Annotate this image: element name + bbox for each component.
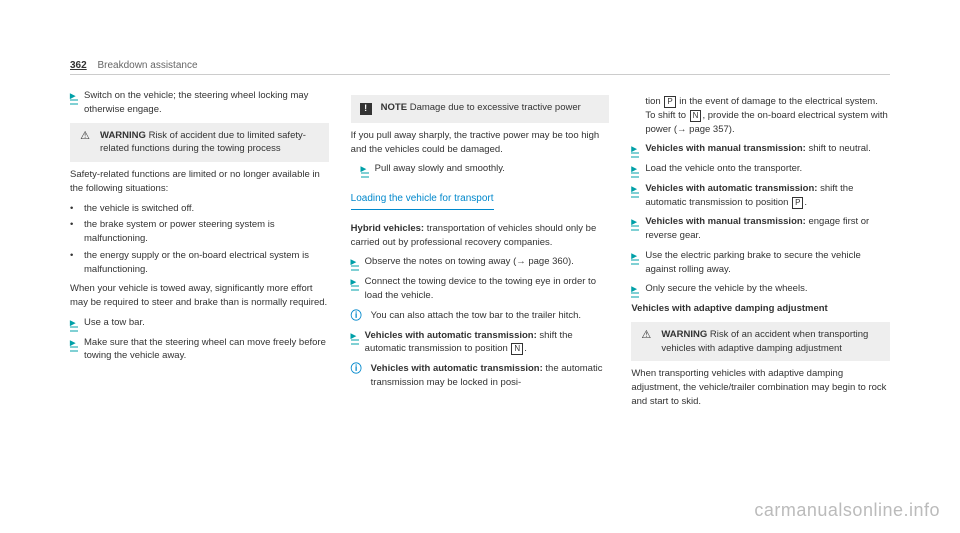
action-text: Switch on the vehicle; the steering whee… xyxy=(84,89,329,117)
action-arrow-icon xyxy=(631,282,645,296)
info-text: You can also attach the tow bar to the t… xyxy=(371,309,581,325)
action-item: Use a tow bar. xyxy=(70,316,329,330)
action-text: Use a tow bar. xyxy=(84,316,329,330)
bold-text: Vehicles with manual transmission: xyxy=(645,143,806,154)
action-text: Vehicles with manual transmission: shift… xyxy=(645,142,890,156)
action-item: Make sure that the steering wheel can mo… xyxy=(70,336,329,364)
note-callout: ! NOTE Damage due to excessive tractive … xyxy=(351,95,610,123)
gear-p-icon: P xyxy=(664,96,675,108)
warning-icon xyxy=(639,328,653,356)
subheading: Vehicles with adaptive damping adjustmen… xyxy=(631,302,890,316)
action-item: Observe the notes on towing away (→ page… xyxy=(351,255,610,269)
action-item: Pull away slowly and smoothly. xyxy=(361,162,610,176)
info-icon: ⓘ xyxy=(351,309,365,325)
action-arrow-icon xyxy=(70,336,84,364)
action-text: Make sure that the steering wheel can mo… xyxy=(84,336,329,364)
paragraph: When transporting vehicles with adaptive… xyxy=(631,367,890,408)
action-text: Use the electric parking brake to secure… xyxy=(645,249,890,277)
page-header: 362 Breakdown assistance xyxy=(70,60,890,75)
action-item: Vehicles with automatic transmission: sh… xyxy=(351,329,610,357)
bold-text: Vehicles with automatic transmission: xyxy=(365,330,537,341)
warning-title: WARNING xyxy=(661,329,707,340)
page-number: 362 xyxy=(70,60,87,71)
action-item: Connect the towing device to the towing … xyxy=(351,275,610,303)
page: 362 Breakdown assistance Switch on the v… xyxy=(0,0,960,533)
text: shift to neutral. xyxy=(806,143,871,154)
warning-callout: WARNING Risk of an accident when trans­p… xyxy=(631,322,890,362)
note-icon: ! xyxy=(359,101,373,117)
action-item: Load the vehicle onto the transporter. xyxy=(631,162,890,176)
paragraph: If you pull away sharply, the tractive p… xyxy=(351,129,610,157)
action-arrow-icon xyxy=(631,182,645,210)
action-text: Observe the notes on towing away (→ page… xyxy=(365,255,610,269)
warning-callout: WARNING Risk of accident due to limited … xyxy=(70,123,329,163)
action-item: Only secure the vehicle by the wheels. xyxy=(631,282,890,296)
paragraph: Hybrid vehicles: transportation of vehic… xyxy=(351,222,610,250)
section-heading: Loading the vehicle for transport xyxy=(351,192,494,210)
paragraph: Safety-related functions are limited or … xyxy=(70,168,329,196)
action-item: Vehicles with manual transmission: engag… xyxy=(631,215,890,243)
list-item: •the brake system or power steering syst… xyxy=(70,218,329,246)
action-item: Vehicles with manual transmission: shift… xyxy=(631,142,890,156)
info-item: ⓘ You can also attach the tow bar to the… xyxy=(351,309,610,325)
warning-body: WARNING Risk of an accident when trans­p… xyxy=(661,328,882,356)
note-title: NOTE xyxy=(381,102,407,113)
gear-n-icon: N xyxy=(690,110,702,122)
action-text: Load the vehicle onto the transporter. xyxy=(645,162,890,176)
bold-text: Vehicles with automatic transmission: xyxy=(645,183,817,194)
section-title: Breakdown assistance xyxy=(97,60,197,71)
action-item: Vehicles with automatic transmission: sh… xyxy=(631,182,890,210)
bold-text: Hybrid vehicles: xyxy=(351,223,424,234)
info-icon: ⓘ xyxy=(351,362,365,390)
note-body: NOTE Damage due to excessive tractive po… xyxy=(381,101,602,117)
content-columns: Switch on the vehicle; the steering whee… xyxy=(70,89,890,415)
action-text: Vehicles with manual transmission: engag… xyxy=(645,215,890,243)
action-text: Vehicles with automatic transmission: sh… xyxy=(365,329,610,357)
bullet-text: the vehicle is switched off. xyxy=(84,202,329,216)
text: . xyxy=(524,343,527,354)
action-text: Only secure the vehicle by the wheels. xyxy=(645,282,890,296)
bullet-text: the energy supply or the on-board electr… xyxy=(84,249,329,277)
bullet-icon: • xyxy=(70,202,84,216)
action-arrow-icon xyxy=(351,255,365,269)
action-item: Switch on the vehicle; the steering whee… xyxy=(70,89,329,117)
column-2: ! NOTE Damage due to excessive tractive … xyxy=(351,89,610,415)
action-arrow-icon xyxy=(361,162,375,176)
action-arrow-icon xyxy=(70,89,84,117)
warning-icon xyxy=(78,129,92,157)
bold-text: Vehicles with automatic transmission: xyxy=(371,363,543,374)
info-item: ⓘ Vehicles with automatic transmission: … xyxy=(351,362,610,390)
watermark: carmanualsonline.info xyxy=(754,500,940,521)
action-arrow-icon xyxy=(631,142,645,156)
list-item: •the energy supply or the on-board elect… xyxy=(70,249,329,277)
note-text: Damage due to excessive tractive power xyxy=(410,102,581,113)
text: tion xyxy=(645,96,663,107)
action-arrow-icon xyxy=(631,215,645,243)
action-arrow-icon xyxy=(351,275,365,303)
action-text: Vehicles with automatic transmission: sh… xyxy=(645,182,890,210)
action-item: Use the electric parking brake to secure… xyxy=(631,249,890,277)
info-text: Vehicles with automatic transmission: th… xyxy=(371,362,610,390)
action-text: Connect the towing device to the towing … xyxy=(365,275,610,303)
column-1: Switch on the vehicle; the steering whee… xyxy=(70,89,329,415)
bullet-text: the brake system or power steering syste… xyxy=(84,218,329,246)
warning-body: WARNING Risk of accident due to limited … xyxy=(100,129,321,157)
bullet-icon: • xyxy=(70,218,84,246)
action-arrow-icon xyxy=(631,249,645,277)
text: . xyxy=(804,197,807,208)
bold-text: Vehicles with manual transmission: xyxy=(645,216,806,227)
action-arrow-icon xyxy=(631,162,645,176)
paragraph: When your vehicle is towed away, signifi… xyxy=(70,282,329,310)
action-text: Pull away slowly and smoothly. xyxy=(375,162,610,176)
action-arrow-icon xyxy=(351,329,365,357)
list-item: •the vehicle is switched off. xyxy=(70,202,329,216)
column-3: tion P in the event of damage to the ele… xyxy=(631,89,890,415)
paragraph: tion P in the event of damage to the ele… xyxy=(631,95,890,136)
warning-title: WARNING xyxy=(100,130,146,141)
bullet-icon: • xyxy=(70,249,84,277)
gear-p-icon: P xyxy=(792,197,803,209)
gear-n-icon: N xyxy=(511,343,523,355)
action-arrow-icon xyxy=(70,316,84,330)
